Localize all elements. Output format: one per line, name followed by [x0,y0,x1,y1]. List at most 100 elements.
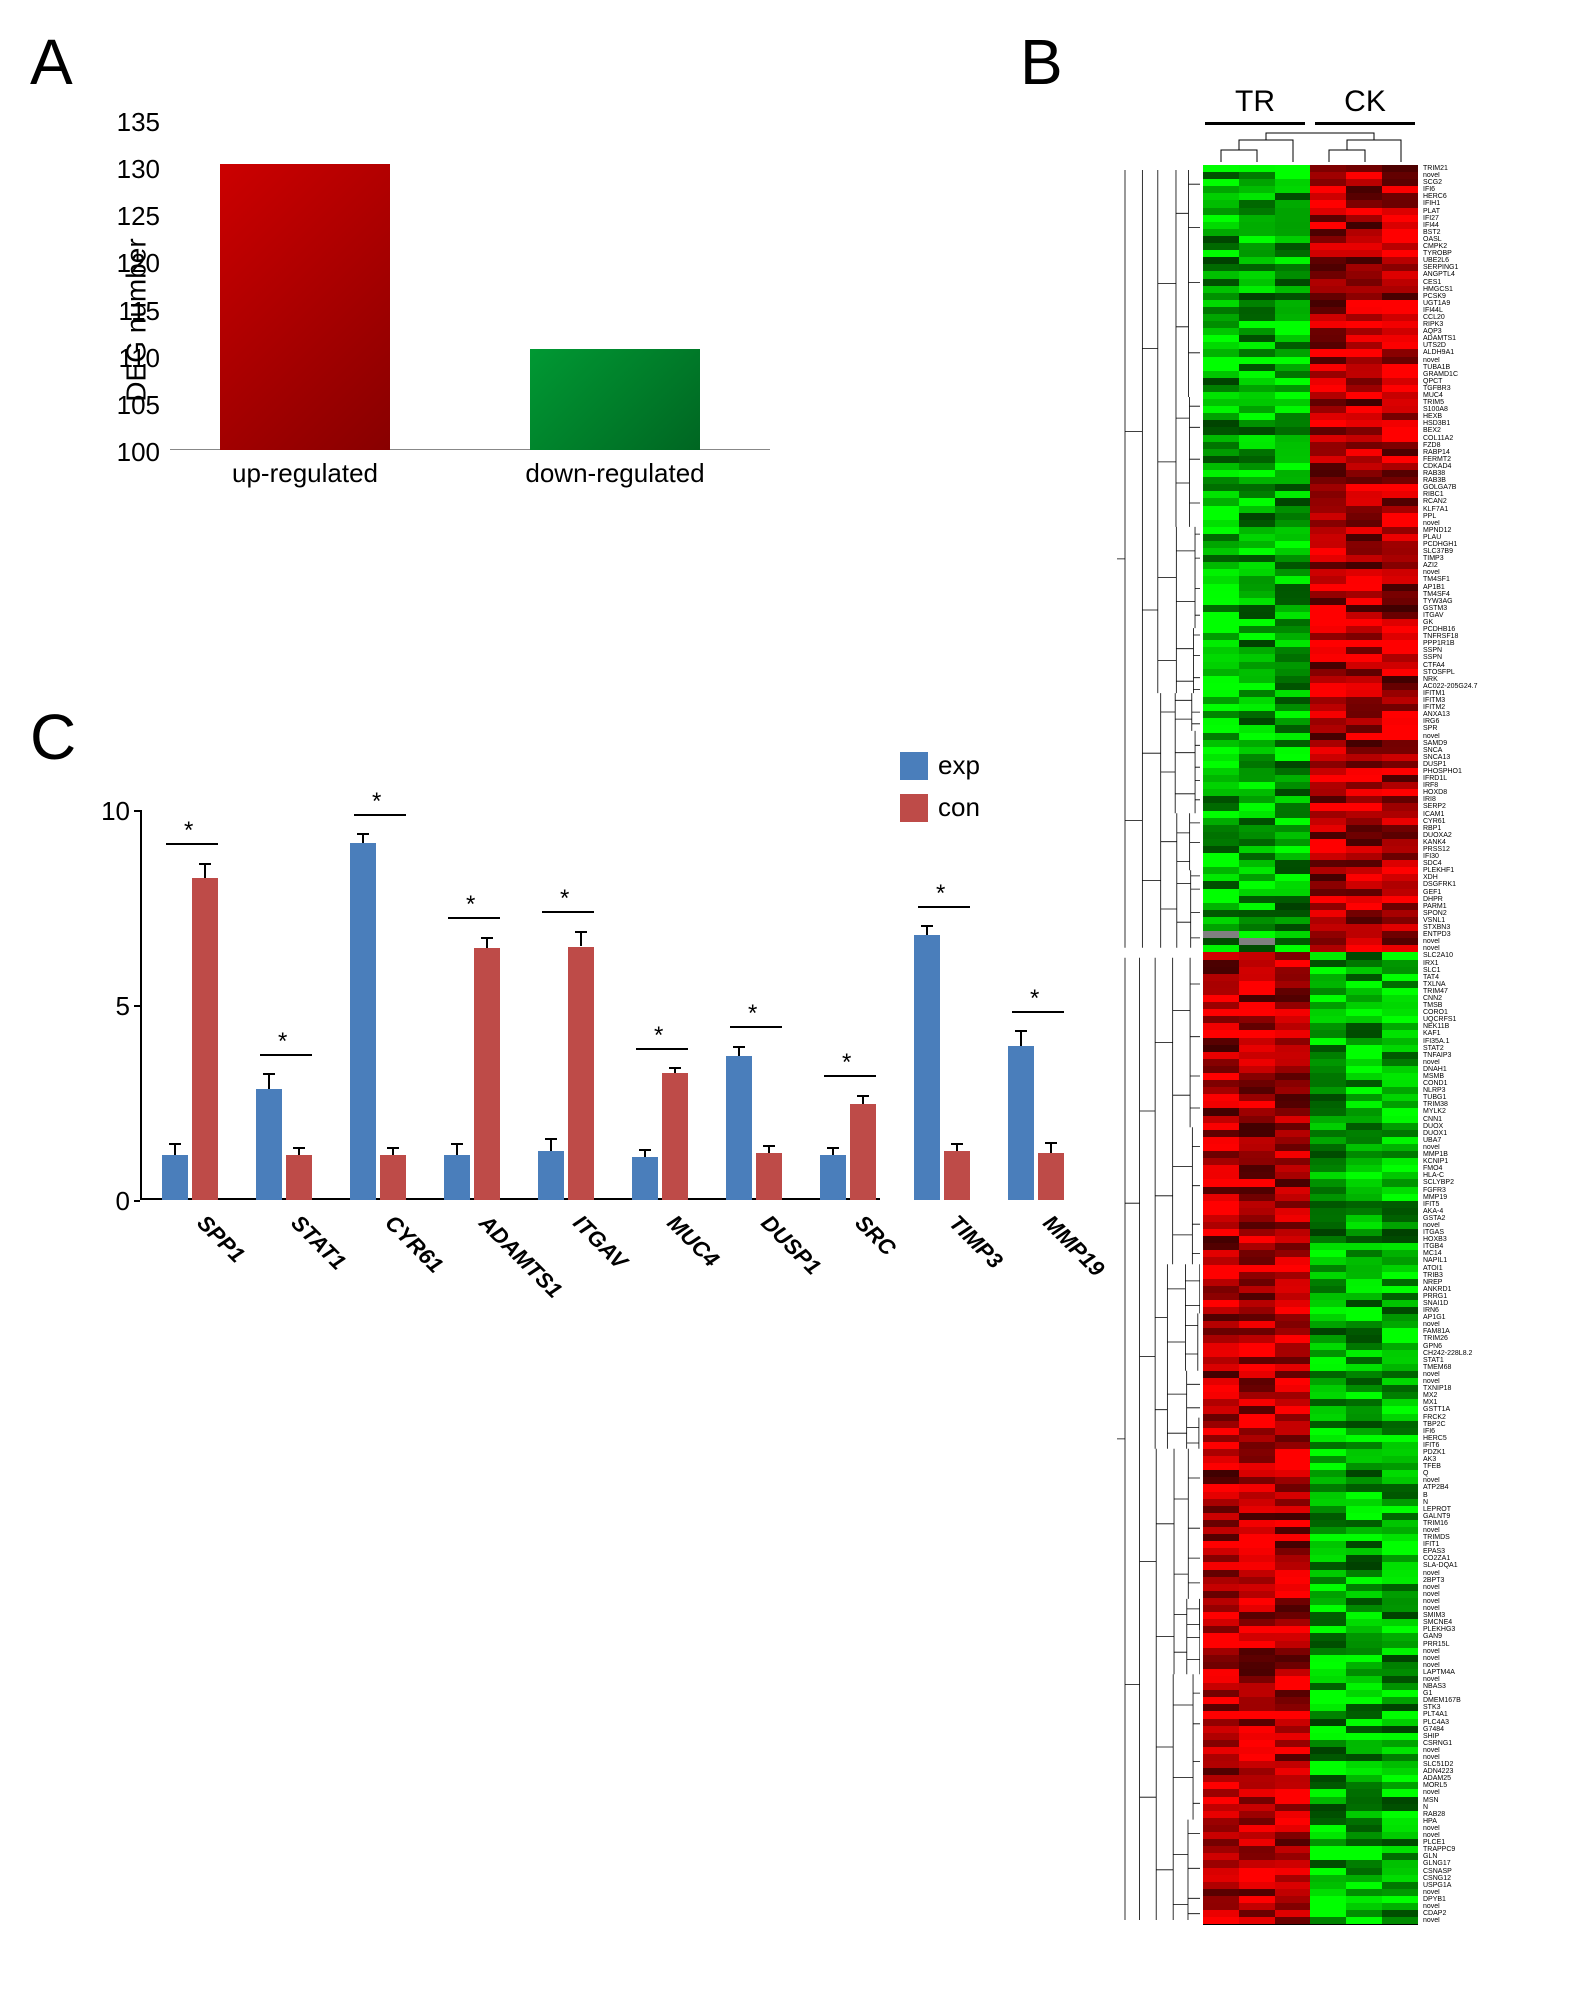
heatmap-gene: novel [1423,1222,1513,1229]
heatmap-gene: RAB3B [1423,477,1513,484]
heatmap-gene: IFIH1 [1423,200,1513,207]
panel-a-label: A [30,25,73,99]
heatmap-gene: novel [1423,945,1513,952]
panel-c-bar-exp [914,935,940,1200]
heatmap-gene: RIBC1 [1423,491,1513,498]
heatmap-gene: CES1 [1423,279,1513,286]
heatmap-gene: TRIM21 [1423,165,1513,172]
heatmap-gene: TRAPPC9 [1423,1846,1513,1853]
panel-c-barchart: 0510*SPP1*STAT1*CYR61*ADAMTS1*ITGAV*MUC4… [80,750,1000,1360]
heatmap-gene: PPP1R1B [1423,640,1513,647]
significance-star: * [278,1028,287,1056]
heatmap-gene: CO2ZA1 [1423,1555,1513,1562]
significance-star: * [654,1022,663,1050]
heatmap-gene: novel [1423,1655,1513,1662]
heatmap-gene: TRIM47 [1423,988,1513,995]
heatmap-gene: PLEKHG3 [1423,1626,1513,1633]
heatmap-gene: SPON2 [1423,910,1513,917]
heatmap-gene: ADN4223 [1423,1768,1513,1775]
heatmap-gene: HMGCS1 [1423,286,1513,293]
heatmap-gene: novel [1423,1527,1513,1534]
heatmap-gene: PLC4A3 [1423,1719,1513,1726]
heatmap-header-ck: CK [1320,85,1410,119]
heatmap-header-tr: TR [1210,85,1300,119]
heatmap-gene: SLA-DQA1 [1423,1562,1513,1569]
heatmap-gene: GLNG17 [1423,1860,1513,1867]
heatmap-gene: novel [1423,1605,1513,1612]
heatmap-gene: PLAT [1423,208,1513,215]
panel-c-bar-exp [632,1157,658,1200]
heatmap-gene: MUC4 [1423,392,1513,399]
heatmap-gene: DMEM167B [1423,1697,1513,1704]
heatmap-gene: Q [1423,1470,1513,1477]
heatmap-gene: novel [1423,1747,1513,1754]
heatmap-gene: 2BPT3 [1423,1577,1513,1584]
heatmap-gene: TRIB3 [1423,1272,1513,1279]
heatmap-gene: novel [1423,1889,1513,1896]
heatmap-gene: NLRP3 [1423,1087,1513,1094]
panel-c-bar-con [286,1155,312,1200]
panel-c-category-label: MUC4 [662,1210,724,1272]
heatmap-gene: UGT1A9 [1423,300,1513,307]
heatmap-gene: ITGB4 [1423,1243,1513,1250]
panel-c-bar-exp [350,843,376,1200]
significance-star: * [372,788,381,816]
heatmap-gene: SLC1 [1423,967,1513,974]
heatmap-gene: COND1 [1423,1080,1513,1087]
heatmap-gene: DNAH1 [1423,1066,1513,1073]
heatmap-gene: ENTPD3 [1423,931,1513,938]
heatmap-gene: MPND12 [1423,527,1513,534]
significance-star: * [842,1049,851,1077]
heatmap-gene: GK [1423,619,1513,626]
heatmap-gene: SHIP [1423,1733,1513,1740]
heatmap-gene: novel [1423,1832,1513,1839]
heatmap-gene: novel [1423,520,1513,527]
heatmap-gene: DPYB1 [1423,1896,1513,1903]
panel-a-ytick: 120 [117,248,160,279]
panel-c-bar-con [662,1073,688,1200]
heatmap-gene: VSNL1 [1423,917,1513,924]
panel-c-category-label: ADAMTS1 [474,1210,568,1304]
heatmap-gene: IFITM1 [1423,690,1513,697]
significance-star: * [936,880,945,908]
heatmap-gene: CNN2 [1423,995,1513,1002]
heatmap-gene: SNCA13 [1423,754,1513,761]
heatmap-gene: novel [1423,1648,1513,1655]
significance-star: * [560,885,569,913]
heatmap-gene: GSTA2 [1423,1215,1513,1222]
heatmap-gene: PARM1 [1423,903,1513,910]
heatmap-gene: RABP14 [1423,449,1513,456]
heatmap-gene: IRX1 [1423,960,1513,967]
panel-a-ytick: 100 [117,437,160,468]
heatmap-gene: novel [1423,1662,1513,1669]
heatmap-gene: IFITM2 [1423,704,1513,711]
heatmap-gene: novel [1423,1321,1513,1328]
heatmap-gene: CSNASP [1423,1868,1513,1875]
panel-c-bar-con [192,878,218,1200]
heatmap-gene: KLF7A1 [1423,506,1513,513]
heatmap-gene: TXNIP18 [1423,1385,1513,1392]
heatmap-gene: novel [1423,938,1513,945]
panel-c-bar-exp [538,1151,564,1200]
heatmap-gene: IRI8 [1423,796,1513,803]
heatmap-gene: RCAN2 [1423,498,1513,505]
heatmap-gene: TNFAIP3 [1423,1052,1513,1059]
heatmap-gene: QPCT [1423,378,1513,385]
heatmap-gene: HSD3B1 [1423,420,1513,427]
heatmap-gene: BEX2 [1423,427,1513,434]
heatmap-gene: CYR61 [1423,818,1513,825]
panel-a-bar [530,349,700,450]
heatmap-gene: TNFRSF18 [1423,633,1513,640]
significance-star: * [466,891,475,919]
heatmap-gene: DSGFRK1 [1423,881,1513,888]
heatmap-gene: novel [1423,1754,1513,1761]
significance-star: * [184,817,193,845]
heatmap-gene: CSRNG1 [1423,1740,1513,1747]
heatmap-gene: ATP2B4 [1423,1484,1513,1491]
heatmap-gene: novel [1423,1570,1513,1577]
heatmap-gene: RBP1 [1423,825,1513,832]
heatmap-gene: KCNIP1 [1423,1158,1513,1165]
heatmap-gene: UTS2D [1423,342,1513,349]
heatmap-gene: GAN9 [1423,1633,1513,1640]
panel-a-plot-area: 100105110115120125130135up-regulateddown… [170,120,770,490]
